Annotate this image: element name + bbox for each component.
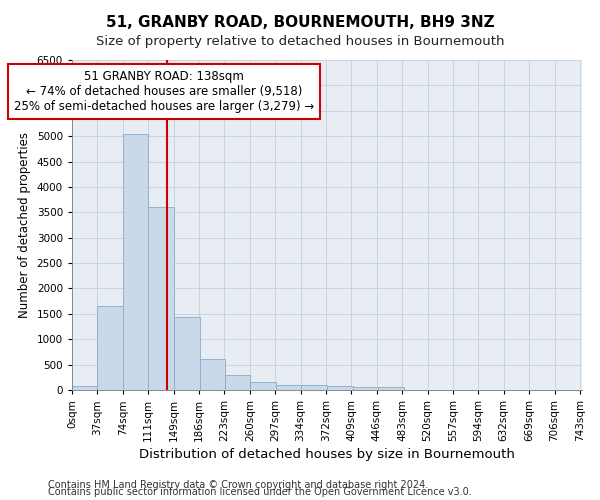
Bar (123, 134, 148, 390)
Bar (148, 207, 173, 390)
Text: 51 GRANBY ROAD: 138sqm
← 74% of detached houses are smaller (9,518)
25% of semi-: 51 GRANBY ROAD: 138sqm ← 74% of detached… (14, 70, 314, 113)
Bar (276, 385, 301, 390)
Text: Size of property relative to detached houses in Bournemouth: Size of property relative to detached ho… (96, 35, 504, 48)
Text: Contains public sector information licensed under the Open Government Licence v3: Contains public sector information licen… (48, 487, 472, 497)
X-axis label: Distribution of detached houses by size in Bournemouth: Distribution of detached houses by size … (139, 448, 515, 461)
Bar (174, 318, 200, 390)
Bar (97, 306, 123, 390)
Bar (328, 386, 353, 390)
Bar (225, 375, 250, 390)
Text: Contains HM Land Registry data © Crown copyright and database right 2024.: Contains HM Land Registry data © Crown c… (48, 480, 428, 490)
Bar (353, 387, 378, 390)
Bar (378, 388, 404, 390)
Text: 51, GRANBY ROAD, BOURNEMOUTH, BH9 3NZ: 51, GRANBY ROAD, BOURNEMOUTH, BH9 3NZ (106, 15, 494, 30)
Bar (200, 359, 225, 390)
Bar (72, 386, 97, 390)
Y-axis label: Number of detached properties: Number of detached properties (18, 132, 31, 318)
Bar (301, 385, 326, 390)
Bar (250, 382, 276, 390)
